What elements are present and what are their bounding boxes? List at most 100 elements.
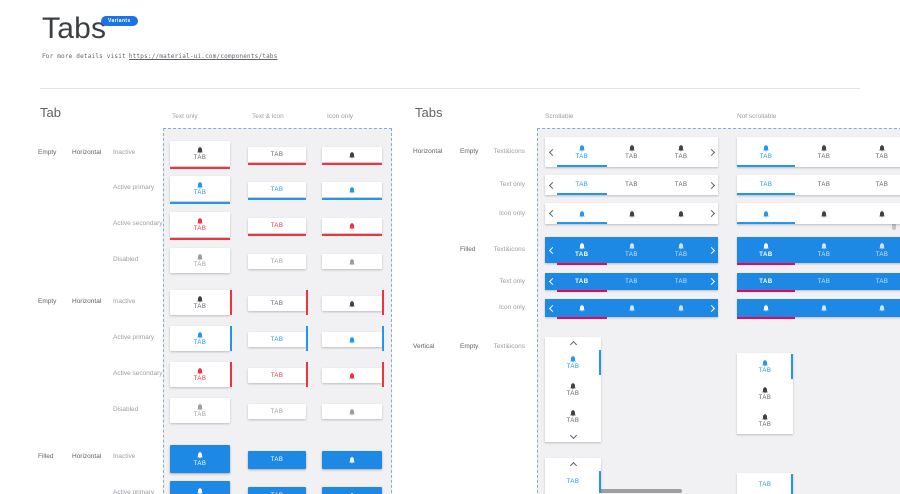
tab-item[interactable]: TAB	[557, 137, 607, 167]
tab-item[interactable]: TAB	[795, 137, 853, 167]
tab-item[interactable]: TAB	[545, 403, 601, 430]
tab-item[interactable]: TAB	[853, 175, 900, 195]
tab-card[interactable]: TAB	[170, 326, 230, 351]
scroll-button[interactable]	[706, 175, 718, 195]
tab-item[interactable]	[607, 299, 657, 317]
tab-item[interactable]: TAB	[853, 273, 900, 290]
tab-card[interactable]: TAB	[248, 182, 306, 197]
tab-card[interactable]: TAB	[248, 451, 306, 469]
tab-item[interactable]	[795, 203, 853, 224]
tab-card[interactable]: TAB	[170, 481, 230, 494]
scroll-button[interactable]	[545, 203, 557, 224]
tab-item[interactable]	[557, 203, 607, 224]
tab-card[interactable]: TAB	[248, 487, 306, 494]
tab-card[interactable]: TAB	[248, 218, 306, 233]
tab-card[interactable]	[322, 182, 382, 197]
tab-card[interactable]: TAB	[170, 176, 230, 201]
tab-item[interactable]: TAB	[737, 473, 793, 494]
horizontal-scrollbar-thumb[interactable]	[580, 489, 682, 493]
tab-item[interactable]: TAB	[545, 376, 601, 403]
tab-card[interactable]: TAB	[248, 147, 306, 162]
tab-item[interactable]: TAB	[607, 175, 657, 195]
tab-card[interactable]	[322, 296, 382, 311]
tab-item[interactable]	[737, 203, 795, 224]
tab-card[interactable]	[322, 404, 382, 419]
tab-item[interactable]: TAB	[607, 137, 657, 167]
tab-card[interactable]	[322, 254, 382, 269]
scroll-button[interactable]	[545, 273, 557, 290]
tab-item[interactable]	[795, 299, 853, 317]
scroll-button[interactable]	[706, 299, 718, 317]
tab-card[interactable]: TAB	[170, 141, 230, 166]
tab-item[interactable]: TAB	[545, 349, 601, 376]
scroll-button[interactable]	[545, 237, 557, 263]
tab-item[interactable]: TAB	[737, 273, 795, 290]
scroll-button[interactable]	[545, 137, 557, 167]
tab-card[interactable]: TAB	[248, 368, 306, 383]
tab-item[interactable]: TAB	[737, 407, 793, 434]
tab-card[interactable]: TAB	[170, 362, 230, 387]
scroll-button[interactable]	[706, 273, 718, 290]
tab-card[interactable]	[322, 147, 382, 162]
chevron-right-icon	[707, 209, 715, 218]
tab-item[interactable]	[656, 299, 706, 317]
tab-item[interactable]: TAB	[795, 237, 853, 263]
tab-item[interactable]	[607, 203, 657, 224]
active-indicator	[170, 238, 230, 240]
notifications-icon	[820, 304, 828, 312]
tab-item[interactable]	[853, 299, 900, 317]
tab-item[interactable]	[557, 299, 607, 317]
tab-card[interactable]: TAB	[170, 248, 230, 273]
scroll-button[interactable]	[545, 337, 601, 349]
tab-card[interactable]: TAB	[248, 254, 306, 269]
tab-card[interactable]: TAB	[248, 296, 306, 311]
tab-item[interactable]: TAB	[656, 237, 706, 263]
tab-item[interactable]: TAB	[557, 175, 607, 195]
scroll-button[interactable]	[706, 237, 718, 263]
scroll-button[interactable]	[545, 430, 601, 442]
tab-card[interactable]: TAB	[170, 290, 230, 315]
tab-card[interactable]: TAB	[248, 332, 306, 347]
tab-card[interactable]: TAB	[170, 212, 230, 237]
tab-item[interactable]: TAB	[557, 273, 607, 290]
tab-item[interactable]: TAB	[737, 237, 795, 263]
scroll-button[interactable]	[545, 299, 557, 317]
active-indicator	[599, 350, 601, 375]
tab-item[interactable]: TAB	[737, 137, 795, 167]
scroll-button[interactable]	[706, 203, 718, 224]
tab-item[interactable]	[656, 203, 706, 224]
tab-item[interactable]	[853, 203, 900, 224]
scroll-button[interactable]	[706, 137, 718, 167]
tab-label: TAB	[759, 251, 773, 258]
scroll-button[interactable]	[545, 175, 557, 195]
tab-card[interactable]	[322, 487, 382, 494]
tab-item[interactable]: TAB	[737, 353, 793, 380]
tab-card[interactable]	[322, 332, 382, 347]
tab-label: TAB	[270, 408, 284, 415]
tab-card[interactable]	[322, 218, 382, 233]
scroll-button[interactable]	[545, 458, 601, 470]
tab-item[interactable]: TAB	[795, 273, 853, 290]
tab-card[interactable]: TAB	[248, 404, 306, 419]
tab-card[interactable]	[322, 451, 382, 469]
row-label: Active primary	[113, 489, 155, 494]
tab-card[interactable]: TAB	[170, 398, 230, 423]
tab-item[interactable]: TAB	[853, 237, 900, 263]
tab-item[interactable]: TAB	[795, 175, 853, 195]
tab-item[interactable]: TAB	[557, 237, 607, 263]
tab-item[interactable]: TAB	[656, 137, 706, 167]
tab-item[interactable]: TAB	[607, 237, 657, 263]
tab-item[interactable]: TAB	[607, 273, 657, 290]
tab-item[interactable]: TAB	[545, 470, 601, 494]
tab-item[interactable]: TAB	[853, 137, 900, 167]
tab-card[interactable]	[322, 368, 382, 383]
tab-label: TAB	[875, 153, 889, 160]
tab-item[interactable]	[737, 299, 795, 317]
tab-item[interactable]: TAB	[656, 175, 706, 195]
tab-item[interactable]: TAB	[737, 175, 795, 195]
notifications-icon	[677, 242, 685, 250]
docs-link[interactable]: https://material-ui.com/components/tabs	[128, 53, 278, 60]
tab-card[interactable]: TAB	[170, 445, 230, 473]
tab-item[interactable]: TAB	[737, 380, 793, 407]
tab-item[interactable]: TAB	[656, 273, 706, 290]
